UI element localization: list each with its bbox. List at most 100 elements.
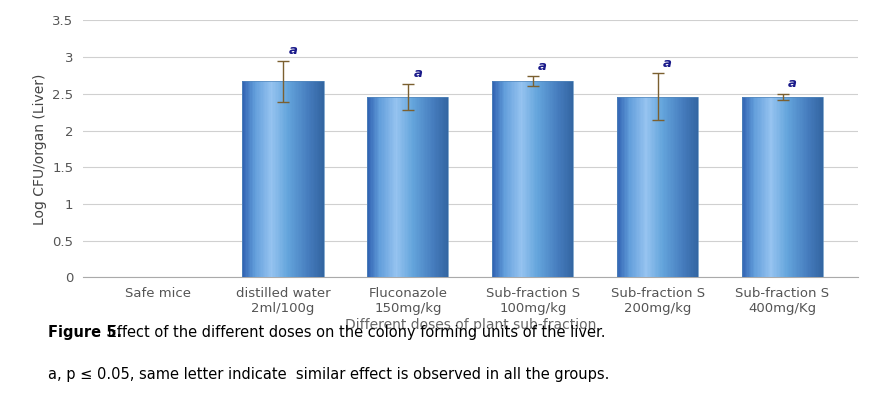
Text: a: a (413, 67, 423, 80)
Bar (745, 97, 746, 277)
Bar (287, 81, 289, 277)
Bar (634, 97, 636, 277)
Bar (430, 97, 432, 277)
Text: a: a (289, 44, 298, 57)
Bar (437, 97, 438, 277)
Bar (250, 81, 252, 277)
Bar (264, 81, 265, 277)
Bar (280, 81, 282, 277)
Bar (373, 97, 374, 277)
Bar (555, 81, 556, 277)
Bar (662, 97, 663, 277)
Bar (508, 81, 510, 277)
Bar (636, 97, 637, 277)
Bar (413, 97, 415, 277)
Bar (533, 81, 534, 277)
Bar (526, 81, 528, 277)
Bar (759, 97, 760, 277)
Bar (674, 97, 676, 277)
Bar (781, 97, 782, 277)
X-axis label: Different doses of plant sub-fraction: Different doses of plant sub-fraction (345, 318, 596, 332)
Bar (655, 97, 656, 277)
Bar (284, 81, 285, 277)
Bar (640, 97, 641, 277)
Bar (375, 97, 377, 277)
Bar (415, 97, 416, 277)
Text: a: a (538, 60, 547, 73)
Bar (322, 81, 324, 277)
Bar (621, 97, 622, 277)
Text: Figure 5.: Figure 5. (48, 325, 123, 339)
Bar (654, 97, 655, 277)
Bar (538, 81, 540, 277)
Bar (806, 97, 807, 277)
Bar (667, 97, 668, 277)
Bar (548, 81, 549, 277)
Bar (676, 97, 678, 277)
Bar (407, 97, 408, 277)
Bar (425, 97, 427, 277)
Bar (772, 97, 774, 277)
Bar (439, 97, 440, 277)
Bar (422, 97, 423, 277)
Bar (438, 97, 439, 277)
Bar (750, 97, 752, 277)
Bar (268, 81, 270, 277)
Bar (443, 97, 444, 277)
Bar (396, 97, 397, 277)
Bar (619, 97, 620, 277)
Bar (507, 81, 508, 277)
Bar (393, 97, 395, 277)
Bar (567, 81, 568, 277)
Bar (503, 81, 504, 277)
Bar (249, 81, 250, 277)
Bar (272, 81, 274, 277)
Bar (371, 97, 373, 277)
Bar (666, 97, 667, 277)
Bar (405, 97, 407, 277)
Bar (435, 97, 437, 277)
Bar (262, 81, 264, 277)
Bar (274, 81, 275, 277)
Bar (522, 81, 523, 277)
Bar (797, 97, 799, 277)
Bar (681, 97, 682, 277)
Bar (754, 97, 755, 277)
Bar (401, 97, 402, 277)
Bar (314, 81, 316, 277)
Bar (259, 81, 260, 277)
Bar (543, 81, 545, 277)
Bar (762, 97, 764, 277)
Bar (528, 81, 530, 277)
Bar (802, 97, 803, 277)
Bar (558, 81, 560, 277)
Bar (297, 81, 298, 277)
Bar (380, 97, 381, 277)
Bar (552, 81, 553, 277)
Bar (803, 97, 804, 277)
Bar (822, 97, 823, 277)
Bar (812, 97, 814, 277)
Bar (787, 97, 788, 277)
Bar (267, 81, 268, 277)
Bar (626, 97, 628, 277)
Bar (265, 81, 267, 277)
Bar (270, 81, 272, 277)
Bar (679, 97, 681, 277)
Bar (291, 81, 292, 277)
Bar (442, 97, 443, 277)
Bar (683, 97, 685, 277)
Bar (570, 81, 572, 277)
Bar (780, 97, 781, 277)
Bar (668, 97, 670, 277)
Bar (649, 97, 651, 277)
Bar (290, 81, 291, 277)
Bar (560, 81, 561, 277)
Bar (686, 97, 688, 277)
Bar (417, 97, 419, 277)
Bar (377, 97, 378, 277)
Bar (514, 81, 515, 277)
Text: Effect of the different doses on the colony forming units of the liver.: Effect of the different doses on the col… (103, 325, 606, 339)
Bar (302, 81, 304, 277)
Bar (440, 97, 442, 277)
